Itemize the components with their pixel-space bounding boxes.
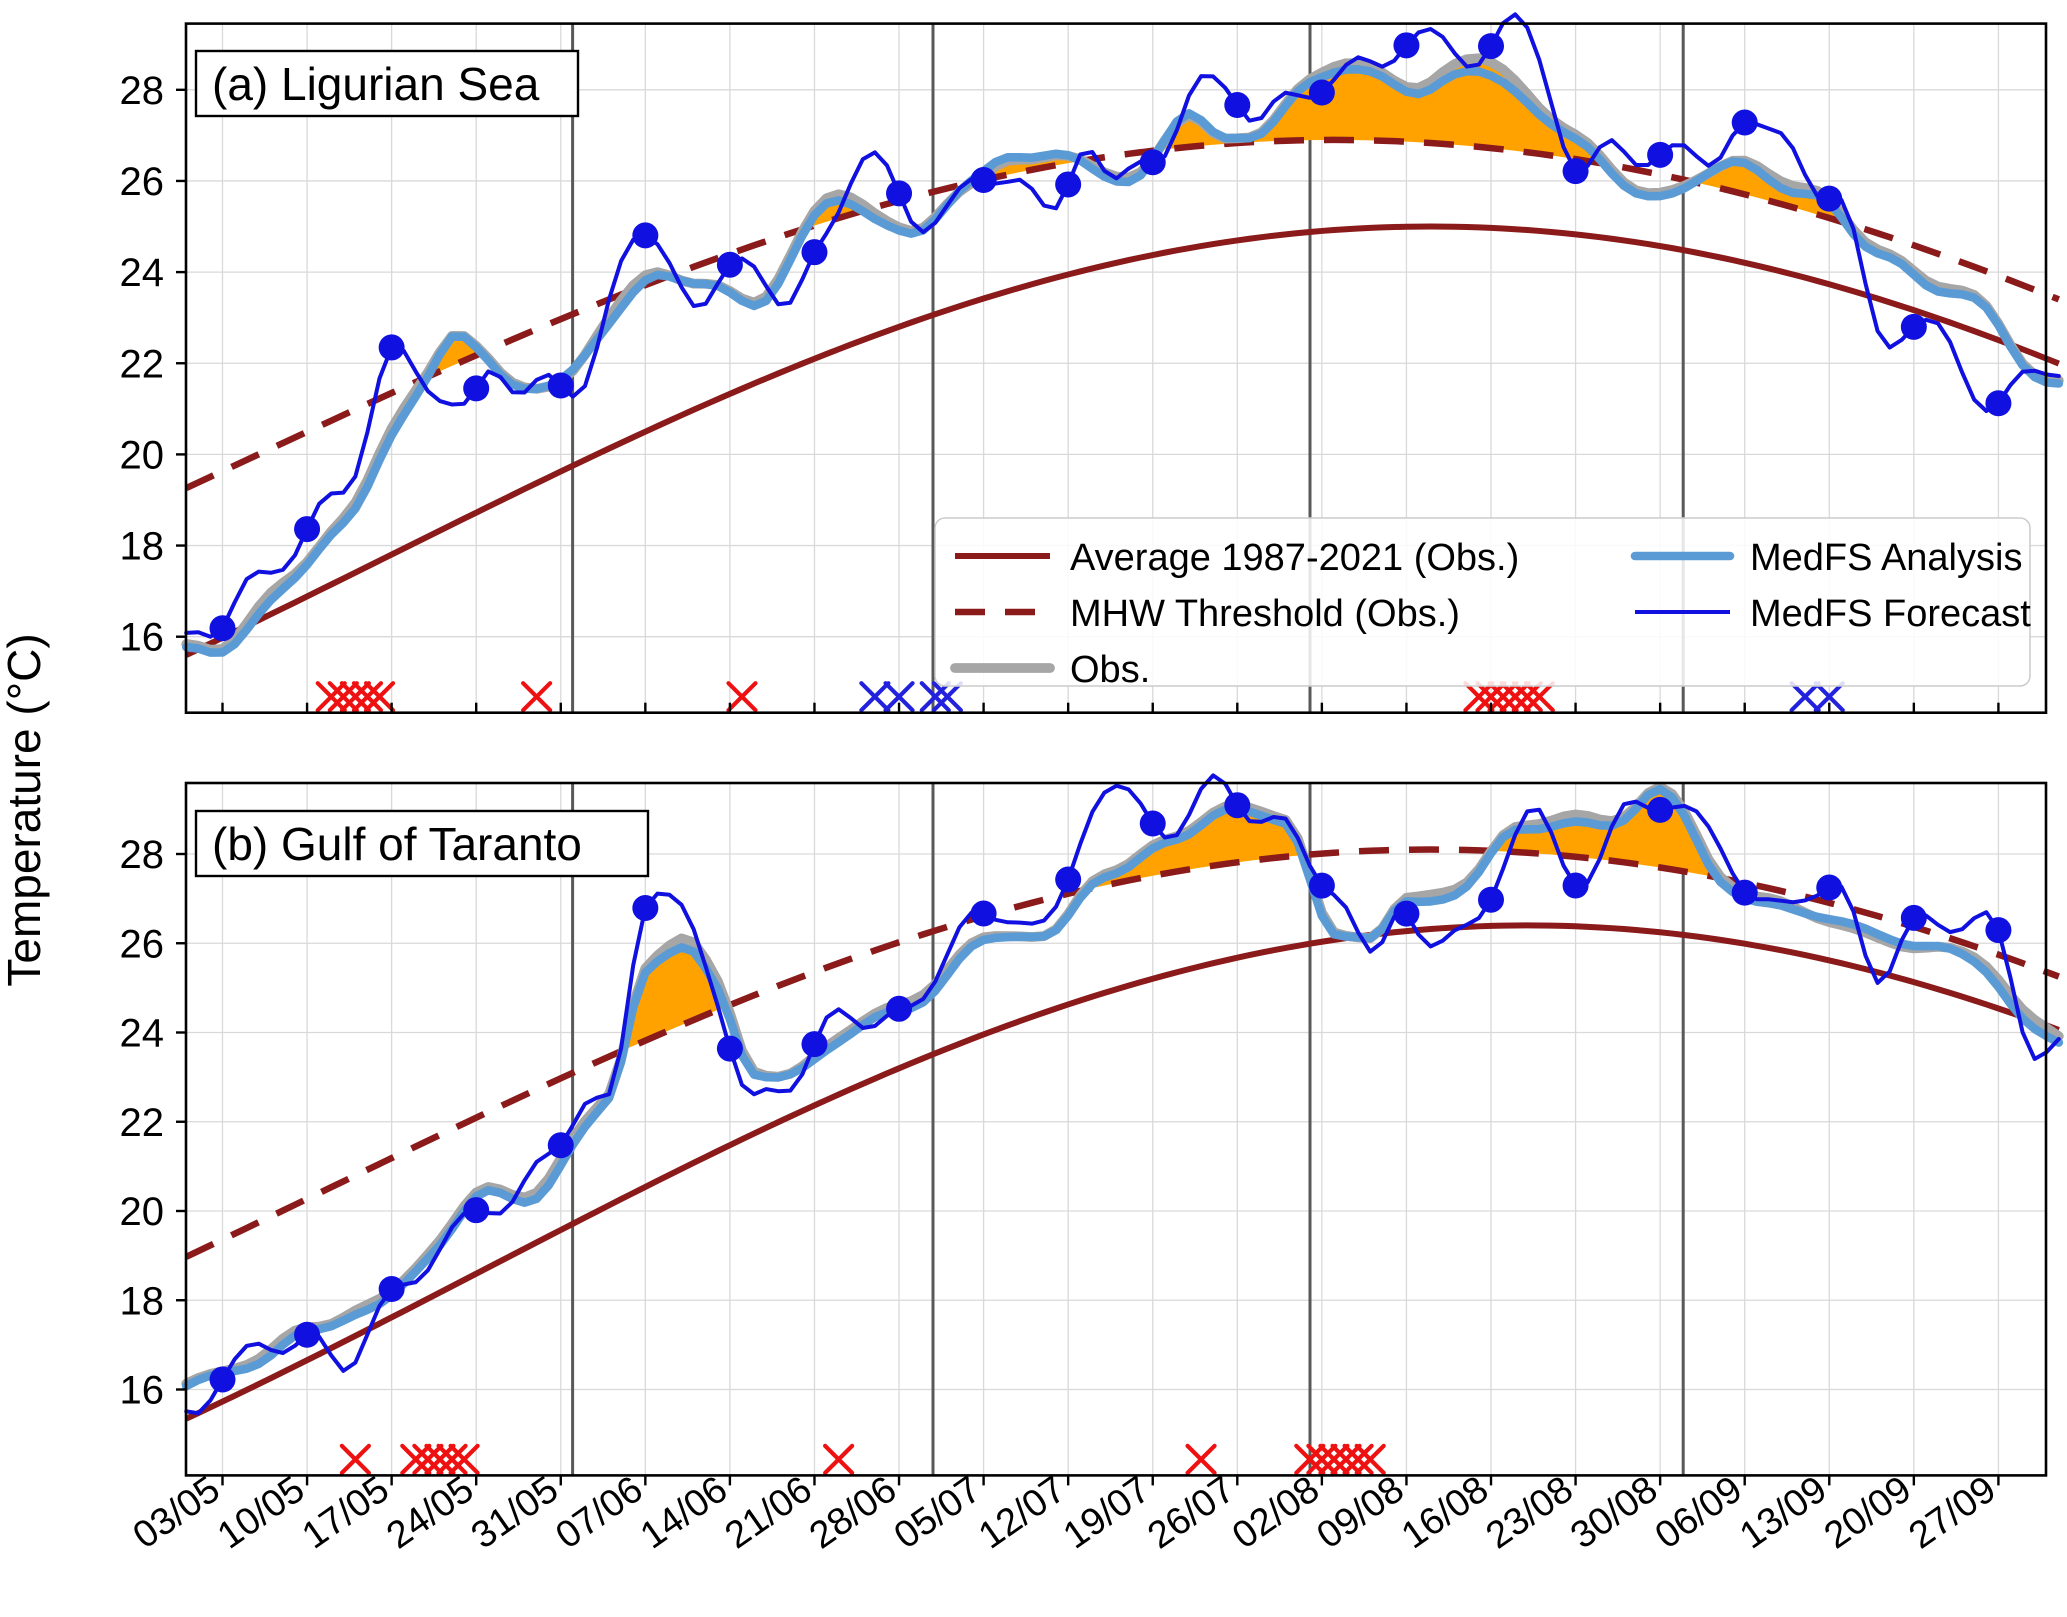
svg-text:20: 20	[120, 1190, 165, 1234]
svg-text:Obs.: Obs.	[1070, 649, 1150, 691]
svg-text:22: 22	[120, 1101, 165, 1145]
svg-text:20: 20	[120, 433, 165, 477]
svg-text:16: 16	[120, 616, 165, 660]
svg-text:MedFS Analysis: MedFS Analysis	[1750, 537, 2022, 579]
svg-text:(b) Gulf of Taranto: (b) Gulf of Taranto	[212, 818, 582, 870]
svg-text:18: 18	[120, 1279, 165, 1323]
svg-text:24: 24	[120, 251, 165, 295]
svg-text:MHW Threshold (Obs.): MHW Threshold (Obs.)	[1070, 593, 1460, 635]
svg-text:26: 26	[120, 160, 165, 204]
svg-text:18: 18	[120, 525, 165, 569]
svg-text:26: 26	[120, 922, 165, 966]
svg-text:28: 28	[120, 69, 165, 113]
svg-text:(a) Ligurian Sea: (a) Ligurian Sea	[212, 58, 540, 110]
svg-text:16: 16	[120, 1369, 165, 1413]
svg-text:22: 22	[120, 342, 165, 386]
svg-text:24: 24	[120, 1012, 165, 1056]
svg-text:Temperature (°C): Temperature (°C)	[0, 633, 50, 986]
svg-text:MedFS Forecast: MedFS Forecast	[1750, 593, 2031, 635]
svg-text:Average 1987-2021 (Obs.): Average 1987-2021 (Obs.)	[1070, 537, 1519, 579]
svg-text:28: 28	[120, 833, 165, 877]
